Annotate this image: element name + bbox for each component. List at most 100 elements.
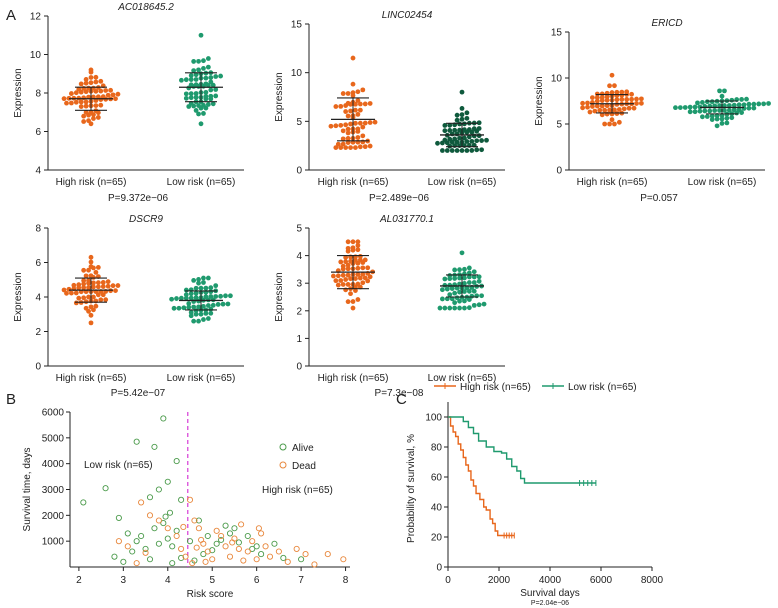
data-point	[464, 110, 470, 116]
data-point	[367, 274, 373, 280]
alive-point	[142, 545, 149, 552]
data-point	[695, 100, 700, 106]
data-point	[210, 101, 216, 107]
data-point	[83, 109, 89, 115]
y-tick-label: 10	[30, 50, 42, 61]
data-point	[188, 77, 194, 82]
data-point	[462, 298, 467, 304]
y-tick-label: 6000	[42, 408, 65, 419]
data-point	[191, 304, 197, 310]
data-point	[186, 301, 192, 306]
dead-point	[258, 530, 265, 537]
data-point	[213, 74, 219, 79]
data-point	[81, 278, 87, 283]
data-point	[333, 145, 339, 151]
alive-point	[146, 494, 154, 501]
data-point	[457, 275, 462, 281]
data-point	[580, 105, 585, 111]
data-point	[607, 83, 612, 89]
data-point	[91, 280, 96, 286]
data-point	[98, 102, 104, 108]
x-tick-label: 8	[343, 575, 349, 586]
data-point	[213, 283, 219, 289]
legend-label-high: High risk (n=65)	[460, 382, 531, 393]
y-tick-label: 6	[35, 258, 41, 269]
data-point	[590, 95, 595, 101]
data-point	[594, 95, 600, 100]
data-point	[466, 134, 472, 140]
data-point	[452, 290, 458, 296]
data-point	[457, 305, 462, 311]
data-point	[457, 135, 462, 141]
chart-title: DSCR9	[129, 214, 163, 225]
chart-risk-scatter: 2 3 4 5 6 7 8 1000 2000 3000 4000 5000 6000 Risk scor…	[22, 408, 350, 600]
data-point	[188, 310, 194, 315]
alive-point	[173, 458, 180, 465]
data-point	[338, 145, 344, 151]
data-point	[86, 285, 91, 290]
data-point	[629, 96, 634, 102]
chart-ericd: ERICD 0 5 10 15 Expression High risk (n=65) Low…	[534, 18, 771, 204]
data-point	[476, 302, 482, 308]
data-point	[73, 99, 79, 105]
data-point	[196, 103, 201, 108]
data-point	[78, 99, 84, 105]
data-point	[220, 301, 226, 307]
data-point	[357, 144, 363, 150]
data-point	[350, 239, 356, 245]
data-point	[183, 292, 189, 298]
data-point	[454, 285, 460, 291]
data-point	[110, 92, 116, 98]
data-point	[609, 72, 615, 78]
data-point	[687, 104, 693, 110]
data-point	[228, 293, 233, 299]
data-point	[115, 283, 121, 288]
data-point	[196, 67, 201, 73]
y-tick-label: 80	[431, 443, 443, 454]
p-value: P=7.3e−08	[375, 388, 424, 399]
data-point	[88, 304, 94, 310]
data-point	[108, 87, 113, 93]
data-point	[746, 101, 752, 107]
data-point	[208, 294, 214, 299]
data-point	[469, 293, 475, 299]
survival-curve-low	[448, 416, 596, 484]
data-point	[83, 77, 89, 82]
data-point	[476, 278, 482, 284]
data-point	[88, 259, 94, 265]
data-point	[181, 305, 187, 311]
legend-dead-marker	[279, 461, 287, 469]
alive-point	[244, 532, 251, 540]
data-point	[466, 274, 472, 280]
dead-point	[266, 553, 274, 560]
data-point	[100, 94, 106, 100]
dead-point	[229, 539, 236, 546]
data-point	[607, 121, 612, 127]
y-tick-label: 4	[35, 293, 41, 304]
x-category-label: High risk (n=65)	[577, 177, 648, 188]
dead-point	[311, 561, 318, 568]
data-point	[614, 111, 620, 116]
alive-point	[178, 496, 185, 503]
data-point	[345, 266, 351, 272]
data-point	[471, 288, 477, 294]
panel-label-a: A	[6, 7, 16, 24]
dead-point	[244, 548, 251, 555]
dead-point	[186, 496, 194, 503]
data-point	[597, 107, 603, 113]
data-point	[203, 311, 209, 316]
alive-point	[213, 540, 220, 547]
dead-point	[173, 532, 180, 540]
data-point	[444, 148, 450, 153]
alive-point	[222, 522, 229, 529]
data-point	[193, 311, 199, 317]
data-point	[447, 292, 453, 298]
data-point	[345, 239, 351, 245]
data-point	[474, 138, 480, 144]
data-point	[218, 73, 224, 79]
alive-point	[124, 530, 131, 537]
alive-point	[271, 540, 278, 547]
data-point	[81, 285, 87, 290]
data-point	[205, 56, 211, 61]
data-point	[193, 295, 199, 301]
